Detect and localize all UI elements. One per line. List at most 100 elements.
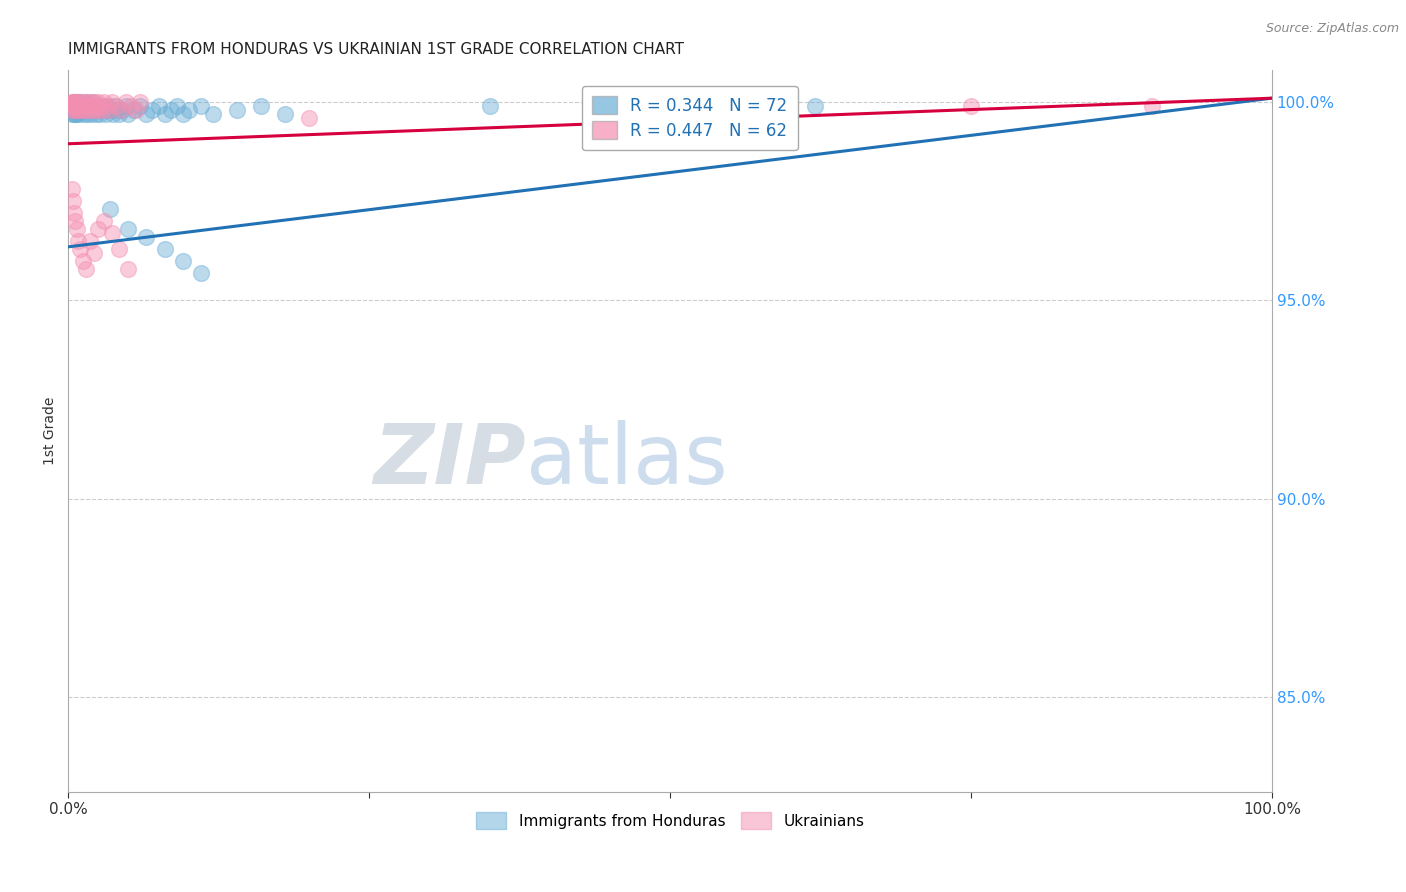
Point	[274, 107, 297, 121]
Point	[87, 95, 110, 110]
Point	[70, 99, 93, 113]
Point	[98, 202, 121, 217]
Point	[803, 99, 825, 113]
Point	[86, 103, 108, 117]
Point	[63, 103, 86, 117]
Point	[250, 99, 273, 113]
Point	[62, 103, 84, 117]
Point	[120, 99, 142, 113]
Point	[80, 95, 103, 110]
Point	[172, 253, 194, 268]
Point	[73, 107, 96, 121]
Point	[117, 261, 139, 276]
Point	[87, 222, 110, 236]
Point	[83, 99, 105, 113]
Point	[69, 95, 91, 110]
Point	[129, 99, 152, 113]
Point	[66, 95, 89, 110]
Point	[103, 99, 125, 113]
Point	[65, 103, 87, 117]
Point	[66, 99, 89, 113]
Point	[779, 99, 801, 113]
Point	[60, 107, 83, 121]
Text: ZIP: ZIP	[373, 419, 526, 500]
Point	[72, 103, 94, 117]
Point	[66, 99, 89, 113]
Point	[79, 103, 101, 117]
Point	[166, 99, 188, 113]
Point	[89, 107, 111, 121]
Point	[69, 95, 91, 110]
Point	[190, 99, 212, 113]
Point	[115, 99, 138, 113]
Point	[75, 103, 97, 117]
Point	[93, 103, 115, 117]
Point	[66, 107, 89, 121]
Point	[225, 103, 247, 117]
Point	[84, 107, 107, 121]
Point	[73, 95, 96, 110]
Point	[63, 99, 86, 113]
Point	[86, 103, 108, 117]
Point	[67, 107, 90, 121]
Point	[66, 99, 89, 113]
Point	[66, 222, 89, 236]
Point	[153, 242, 176, 256]
Point	[135, 107, 157, 121]
Point	[72, 103, 94, 117]
Point	[960, 99, 983, 113]
Point	[148, 99, 170, 113]
Point	[105, 99, 128, 113]
Point	[60, 182, 83, 196]
Point	[107, 107, 129, 121]
Point	[135, 230, 157, 244]
Point	[63, 107, 86, 121]
Point	[90, 103, 112, 117]
Point	[110, 103, 132, 117]
Point	[101, 107, 124, 121]
Point	[298, 111, 321, 125]
Point	[111, 103, 134, 117]
Point	[63, 206, 86, 220]
Point	[67, 99, 90, 113]
Point	[60, 99, 83, 113]
Point	[115, 95, 138, 110]
Point	[69, 242, 91, 256]
Point	[75, 99, 97, 113]
Point	[190, 266, 212, 280]
Point	[153, 107, 176, 121]
Point	[67, 103, 90, 117]
Point	[65, 107, 87, 121]
Point	[124, 103, 146, 117]
Point	[75, 95, 97, 110]
Point	[63, 95, 86, 110]
Point	[66, 103, 89, 117]
Point	[117, 107, 139, 121]
Point	[60, 103, 83, 117]
Point	[75, 99, 97, 113]
Point	[82, 95, 104, 110]
Point	[141, 103, 163, 117]
Point	[159, 103, 181, 117]
Point	[65, 99, 87, 113]
Point	[59, 99, 82, 113]
Point	[66, 95, 89, 110]
Point	[62, 99, 84, 113]
Point	[478, 99, 501, 113]
Point	[77, 99, 100, 113]
Point	[79, 103, 101, 117]
Legend: Immigrants from Honduras, Ukrainians: Immigrants from Honduras, Ukrainians	[470, 806, 870, 835]
Point	[72, 253, 94, 268]
Point	[100, 226, 122, 240]
Point	[66, 103, 89, 117]
Point	[83, 103, 105, 117]
Point	[97, 99, 120, 113]
Text: atlas: atlas	[526, 419, 727, 500]
Point	[98, 103, 121, 117]
Point	[60, 95, 83, 110]
Point	[90, 103, 112, 117]
Point	[201, 107, 224, 121]
Point	[84, 99, 107, 113]
Point	[93, 214, 115, 228]
Point	[76, 107, 98, 121]
